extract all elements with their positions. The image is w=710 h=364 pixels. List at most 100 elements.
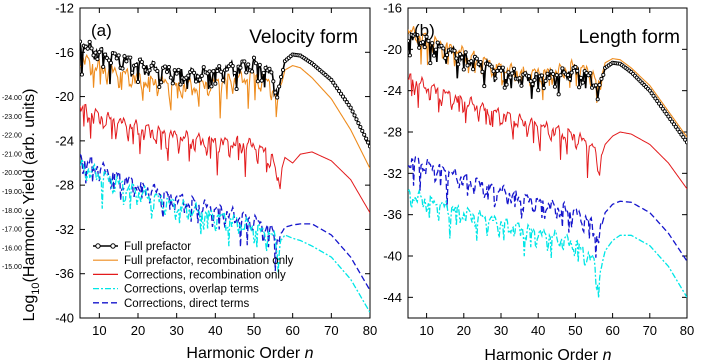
data-point <box>556 92 561 97</box>
data-point <box>511 66 517 71</box>
data-point <box>565 72 571 78</box>
ghost-tick-label: -20.00 <box>2 170 22 177</box>
data-point <box>197 77 202 82</box>
data-point <box>85 46 90 51</box>
x-tick-label: 10 <box>419 323 433 338</box>
data-point <box>120 66 125 71</box>
data-point <box>679 132 684 137</box>
data-point <box>493 76 498 81</box>
data-point <box>474 56 479 61</box>
data-point <box>261 70 266 75</box>
data-point <box>147 68 152 73</box>
data-point <box>502 85 507 90</box>
data-point <box>91 53 96 58</box>
data-point <box>238 65 243 70</box>
ghost-tick-label: -19.00 <box>2 189 22 196</box>
data-point <box>445 52 450 58</box>
data-point <box>87 39 92 44</box>
data-point <box>172 68 177 73</box>
data-point <box>552 84 557 89</box>
data-point <box>174 71 179 76</box>
data-point <box>528 79 533 84</box>
data-point <box>277 84 282 89</box>
data-point <box>461 67 466 72</box>
data-point <box>433 47 438 52</box>
y-tick-label: -40 <box>55 311 74 326</box>
data-point <box>424 34 429 39</box>
data-point <box>560 66 565 71</box>
data-point <box>428 61 433 66</box>
data-point <box>599 76 604 81</box>
data-point <box>580 80 585 85</box>
data-point <box>532 78 537 83</box>
legend-label: Full prefactor, recombination only <box>124 255 294 267</box>
panel-a-plot <box>80 39 370 313</box>
series-line <box>80 153 370 291</box>
data-point <box>660 106 665 111</box>
legend-label: Corrections, overlap terms <box>124 284 259 296</box>
data-point <box>337 88 342 94</box>
series-black-circles <box>408 31 687 145</box>
data-point <box>469 59 474 64</box>
data-point <box>139 59 144 65</box>
data-point <box>335 86 340 91</box>
y-axis-label-log: Log <box>21 295 38 322</box>
data-point <box>195 74 200 79</box>
data-point <box>234 86 239 92</box>
data-point <box>344 100 349 105</box>
data-point <box>681 135 686 140</box>
data-point <box>465 63 470 68</box>
ghost-tick-label: -23.00 <box>2 114 22 121</box>
data-point <box>549 69 554 74</box>
data-point <box>677 129 682 135</box>
data-point <box>415 32 420 38</box>
data-point <box>547 75 552 81</box>
data-point <box>230 63 235 69</box>
y-tick-label: -24 <box>55 133 74 148</box>
data-point <box>420 40 425 45</box>
legend: Full prefactor Full prefactor, recombinat… <box>93 241 294 310</box>
ghost-tick-label: -15.00 <box>2 264 22 271</box>
data-point <box>360 128 365 133</box>
y-tick-label: -12 <box>55 1 74 16</box>
panel-b: 10 20 30 40 50 60 70 80 -44 -40 -36 -32 -28 -24 -20 -16… <box>383 1 694 364</box>
data-point <box>577 85 582 90</box>
series-line <box>408 73 687 190</box>
legend-entry: Full prefactor <box>93 241 191 253</box>
y-axis-label-sub: 10 <box>30 282 42 294</box>
data-point <box>135 79 141 85</box>
data-point <box>441 46 446 51</box>
data-point <box>255 79 260 84</box>
data-point <box>662 109 667 114</box>
y-tick-label: -32 <box>55 222 74 237</box>
ghost-tick-column: -24.00 -23.00 -22.00 -21.00 -20.00 -19.00 -18.… <box>2 95 22 271</box>
y-tick-label: -36 <box>55 266 74 281</box>
data-point <box>408 38 411 43</box>
data-point <box>358 124 363 130</box>
x-tick-label: 70 <box>324 323 338 338</box>
panel-b-title: Length form <box>579 27 680 48</box>
data-point <box>670 119 675 124</box>
data-point <box>346 102 351 107</box>
data-point <box>215 69 220 74</box>
data-point <box>253 61 258 66</box>
data-point <box>506 70 511 75</box>
data-point <box>653 96 658 101</box>
data-point <box>186 73 191 78</box>
series-cyan-dashdot <box>408 188 687 299</box>
x-tick-label: 80 <box>363 323 377 338</box>
series-line <box>80 156 370 313</box>
data-point <box>558 73 563 78</box>
data-point <box>190 68 195 73</box>
data-point <box>157 84 162 90</box>
data-point <box>408 53 412 58</box>
data-point <box>567 77 572 82</box>
data-point <box>517 76 522 81</box>
series-cyan-dashdot <box>80 156 370 313</box>
data-point <box>367 144 370 149</box>
data-point <box>459 55 464 60</box>
data-point <box>655 98 660 104</box>
panel-b-x-axis-label: Harmonic Order n <box>484 347 611 364</box>
panel-b-axes: 10 20 30 40 50 60 70 80 -44 -40 -36 -32 -28 -24 -20 -16 <box>383 1 694 339</box>
